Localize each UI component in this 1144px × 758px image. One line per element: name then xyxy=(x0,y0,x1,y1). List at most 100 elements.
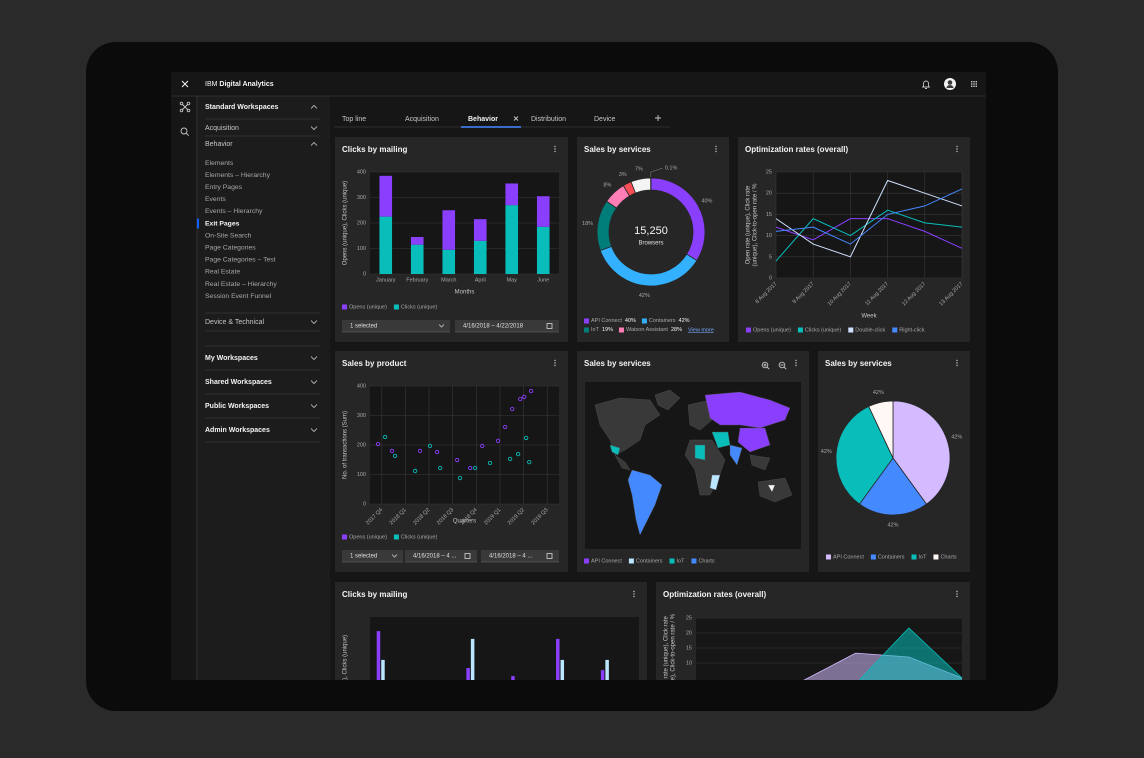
bar xyxy=(556,638,560,680)
menu-item[interactable]: On-Site Search xyxy=(205,232,252,239)
overflow-menu[interactable] xyxy=(956,590,958,598)
tab-close[interactable] xyxy=(513,116,519,121)
menu-item[interactable]: Exit Pages xyxy=(205,220,240,227)
tab[interactable]: Acquisition xyxy=(405,116,439,123)
screen: IBM Digital Analytics Standard Workspace… xyxy=(171,72,986,680)
overflow-menu[interactable] xyxy=(956,145,958,153)
dot xyxy=(956,150,958,153)
menu-item[interactable]: Acquisition xyxy=(205,125,239,132)
x-axis-title: Quarters xyxy=(453,519,476,525)
overflow-menu[interactable] xyxy=(715,145,717,153)
y-tick-label: 25 xyxy=(766,169,772,175)
menu-item[interactable]: Device & Technical xyxy=(205,319,264,326)
menu-item[interactable]: Elements xyxy=(205,160,234,167)
search-icon[interactable] xyxy=(180,127,190,137)
bar-segment xyxy=(505,205,519,274)
scatter-point xyxy=(472,465,478,471)
menu-item[interactable]: Elements – Hierarchy xyxy=(205,172,271,179)
menu-item[interactable]: Real Estate – Hierarchy xyxy=(205,281,277,288)
chevron xyxy=(310,428,318,433)
dot xyxy=(956,145,958,148)
overflow-menu[interactable] xyxy=(633,590,635,598)
menu-item[interactable]: Page Categories – Test xyxy=(205,257,276,264)
y-tick-label: 15 xyxy=(766,212,772,218)
zoom-in[interactable] xyxy=(761,361,770,370)
scatter-point xyxy=(515,451,521,457)
tab[interactable]: Device xyxy=(594,116,616,123)
section-title[interactable]: Standard Workspaces xyxy=(205,104,279,111)
zoom-out[interactable] xyxy=(778,361,787,370)
menu-item[interactable]: Events – Hierarchy xyxy=(205,208,263,215)
menu-item[interactable]: Page Categories xyxy=(205,244,256,251)
control[interactable]: 4/16/2018 – 4 ... xyxy=(481,550,559,563)
plot-area xyxy=(776,172,962,278)
menu-item[interactable]: Entry Pages xyxy=(205,184,243,191)
legend-swatch xyxy=(393,534,399,540)
menu-item[interactable]: Events xyxy=(205,196,226,203)
dot xyxy=(956,595,958,598)
panel-title: Optimization rates (overall) xyxy=(745,145,848,154)
chevron xyxy=(310,320,318,325)
overflow-menu[interactable] xyxy=(956,359,958,367)
menu-item[interactable]: Real Estate xyxy=(205,269,240,276)
slice-annotation: 42% xyxy=(821,449,832,455)
workspace[interactable]: Admin Workspaces xyxy=(205,427,270,434)
close-icon[interactable] xyxy=(181,80,189,88)
legend-label: Watson Assistant 28% xyxy=(626,327,682,333)
overflow-menu[interactable] xyxy=(795,359,797,367)
chevron xyxy=(391,554,398,558)
sidebar-bg xyxy=(197,96,330,680)
control[interactable]: 1 selected xyxy=(342,320,450,333)
control-text: 4/16/2018 – 4/22/2018 xyxy=(463,324,524,330)
y-tick-label: 10 xyxy=(766,233,772,239)
legend-link[interactable]: View more xyxy=(688,327,714,333)
y-tick-label: 0 xyxy=(363,271,366,277)
tab[interactable]: Top line xyxy=(342,116,366,123)
legend-swatch xyxy=(342,534,347,540)
legend-label: Clicks (unique) xyxy=(805,327,842,333)
tab[interactable]: Behavior xyxy=(468,116,498,123)
control-box xyxy=(455,320,559,332)
bar-segment xyxy=(442,210,456,250)
legend-swatch xyxy=(584,558,589,564)
legend-swatch xyxy=(826,554,831,560)
overflow-menu[interactable] xyxy=(554,359,556,367)
control[interactable]: 4/16/2018 – 4/22/2018 xyxy=(455,320,559,333)
overflow-menu[interactable] xyxy=(554,145,556,153)
sidebar: Standard Workspaces Acquisition Behavior El… xyxy=(197,104,320,443)
dot xyxy=(956,359,958,362)
y-tick-label: 5 xyxy=(769,254,772,260)
legend-swatch xyxy=(797,327,803,333)
calendar-icon xyxy=(546,553,553,559)
legend-label: IoT 19% xyxy=(591,327,613,333)
active-indicator xyxy=(197,218,199,229)
workspace-icon[interactable] xyxy=(179,101,191,113)
scatter-point xyxy=(522,394,527,400)
control[interactable]: 1 selected xyxy=(342,550,403,563)
menu-item[interactable]: Session Event Funnel xyxy=(205,293,272,300)
bar xyxy=(381,659,385,680)
bar-segment xyxy=(473,240,487,274)
bar xyxy=(466,668,470,680)
scatter-point xyxy=(455,457,460,463)
menu-item[interactable]: Behavior xyxy=(205,141,233,148)
center-value: 15,250 xyxy=(634,225,668,237)
legend-swatch xyxy=(393,304,399,310)
legend-label: Charts xyxy=(698,558,714,564)
workspace[interactable]: Shared Workspaces xyxy=(205,379,272,386)
line-series xyxy=(775,179,963,258)
y-axis-title: Open rate (unique), Click rate xyxy=(746,185,752,264)
notification-icon[interactable] xyxy=(922,80,930,89)
add-tab[interactable] xyxy=(655,115,661,121)
tab[interactable]: Distribution xyxy=(531,116,566,123)
legend-swatch xyxy=(911,554,917,560)
workspace[interactable]: Public Workspaces xyxy=(205,403,269,410)
legend-label: Charts xyxy=(940,554,956,560)
workspace[interactable]: My Workspaces xyxy=(205,355,258,362)
control[interactable]: 4/16/2018 – 4 ... xyxy=(405,550,477,563)
y-tick-label: 200 xyxy=(357,442,366,448)
y-tick-label: 0 xyxy=(769,275,772,281)
app-switcher[interactable] xyxy=(971,81,977,87)
control-text: 4/16/2018 – 4 ... xyxy=(489,554,533,560)
